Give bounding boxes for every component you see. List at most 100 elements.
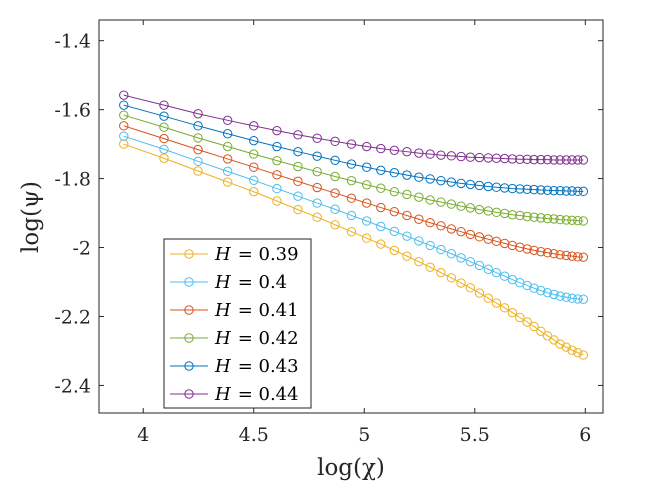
data-point (529, 154, 539, 165)
data-point (465, 179, 476, 190)
data-point (361, 198, 372, 208)
data-point (456, 151, 466, 162)
data-point (491, 298, 502, 308)
data-point (499, 183, 510, 193)
legend-value: = 0.39 (238, 244, 299, 265)
data-point (436, 197, 446, 207)
legend-label: H = 0.43 (214, 356, 299, 377)
legend-marker (184, 249, 194, 259)
data-point (483, 293, 493, 303)
data-point (330, 188, 340, 198)
data-point (555, 291, 565, 301)
data-point (159, 144, 169, 154)
data-point (414, 192, 424, 202)
data-point (507, 210, 518, 220)
x-tick-label: 4.5 (239, 424, 269, 446)
data-point (561, 155, 572, 165)
data-point (389, 186, 400, 197)
data-point (573, 215, 583, 226)
data-point (456, 178, 466, 189)
data-point (312, 198, 322, 208)
data-point (389, 206, 400, 217)
series-2 (119, 121, 589, 262)
data-point (346, 139, 357, 149)
data-point (402, 251, 412, 261)
y-tick-label: -2 (72, 238, 91, 260)
data-point (193, 109, 203, 119)
data-point (330, 204, 340, 214)
data-point (346, 175, 357, 186)
series-line (123, 94, 584, 161)
data-point (361, 180, 372, 190)
data-point (222, 115, 233, 126)
y-axis-label: log(ψ) (18, 181, 44, 253)
data-point (567, 155, 577, 165)
legend-marker (184, 305, 194, 315)
legend-variable: H (214, 244, 231, 265)
data-point (456, 253, 466, 263)
data-point (222, 177, 233, 187)
data-point (376, 221, 386, 232)
data-point (561, 186, 572, 196)
data-point (414, 214, 424, 224)
data-point (193, 133, 203, 143)
data-point (293, 161, 303, 172)
data-point (414, 256, 424, 267)
data-point (536, 246, 546, 257)
data-point (389, 145, 400, 156)
data-point (578, 186, 589, 197)
legend-label: H = 0.4 (214, 272, 287, 293)
data-point (159, 133, 169, 144)
data-point (159, 122, 169, 132)
data-point (465, 283, 476, 293)
data-point (561, 215, 572, 225)
data-point (376, 165, 386, 176)
data-point (529, 184, 539, 195)
legend-value: = 0.41 (238, 300, 299, 321)
data-point (193, 156, 203, 167)
data-point (499, 303, 510, 313)
data-point (193, 144, 203, 155)
series-line (123, 125, 584, 258)
data-point (529, 212, 539, 222)
data-point (249, 135, 259, 146)
data-point (536, 285, 546, 296)
data-point (549, 289, 559, 300)
legend-label: H = 0.41 (214, 300, 299, 321)
data-point (249, 175, 259, 186)
data-point (567, 251, 577, 261)
data-point (446, 199, 457, 209)
x-tick-label: 5.5 (460, 424, 490, 446)
data-point (536, 154, 546, 165)
data-point (425, 195, 435, 205)
legend-entry-3: H = 0.42 (170, 328, 299, 349)
legend-value: = 0.44 (238, 384, 299, 405)
data-point (573, 186, 583, 197)
data-point (542, 213, 553, 224)
data-point (474, 232, 485, 242)
legend-variable: H (214, 328, 231, 349)
data-point (425, 174, 435, 184)
data-point (542, 185, 553, 196)
data-point (222, 154, 233, 164)
legend-marker (184, 361, 194, 371)
legend-value: = 0.43 (238, 356, 299, 377)
data-point (361, 162, 372, 172)
data-point (425, 262, 435, 272)
data-point (465, 152, 476, 162)
series-layer (119, 90, 589, 360)
data-point (272, 170, 282, 180)
data-point (193, 121, 203, 131)
legend-marker (184, 389, 194, 399)
data-point (522, 280, 532, 291)
series-3 (119, 110, 589, 226)
data-point (515, 154, 525, 164)
y-tick-label: -2.2 (54, 306, 91, 328)
data-point (536, 326, 546, 336)
data-point (456, 201, 466, 211)
data-point (402, 189, 412, 200)
data-point (272, 196, 282, 206)
data-point (414, 236, 424, 246)
data-point (293, 176, 303, 187)
data-point (272, 141, 282, 152)
